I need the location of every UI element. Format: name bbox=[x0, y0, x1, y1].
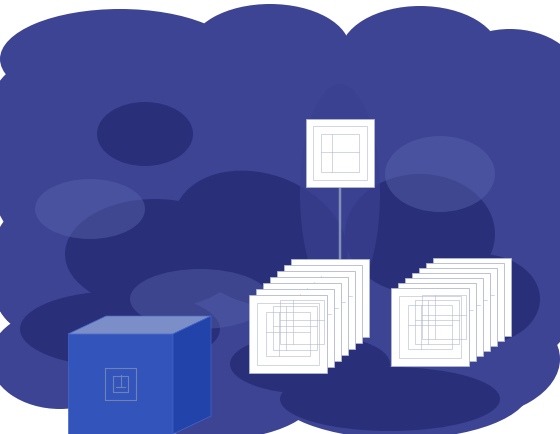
Bar bbox=[406, 291, 468, 353]
Bar bbox=[422, 296, 466, 339]
Bar bbox=[278, 285, 340, 347]
Bar bbox=[441, 266, 503, 329]
Bar bbox=[433, 258, 511, 336]
Bar bbox=[313, 126, 367, 181]
Ellipse shape bbox=[80, 80, 260, 200]
Ellipse shape bbox=[97, 103, 193, 167]
Bar bbox=[419, 268, 497, 346]
Ellipse shape bbox=[172, 171, 347, 308]
Ellipse shape bbox=[190, 5, 350, 95]
Bar bbox=[415, 300, 459, 344]
Ellipse shape bbox=[345, 174, 495, 294]
Ellipse shape bbox=[440, 30, 560, 130]
Bar bbox=[249, 295, 327, 373]
Bar bbox=[405, 278, 483, 356]
Ellipse shape bbox=[300, 85, 380, 304]
Bar bbox=[299, 267, 361, 329]
Bar bbox=[434, 271, 496, 333]
Ellipse shape bbox=[230, 334, 390, 394]
Bar bbox=[391, 288, 469, 366]
Ellipse shape bbox=[420, 210, 560, 369]
Bar bbox=[277, 271, 355, 349]
Ellipse shape bbox=[20, 250, 380, 409]
Bar bbox=[398, 283, 476, 361]
Ellipse shape bbox=[0, 10, 240, 110]
Bar bbox=[266, 312, 310, 356]
Ellipse shape bbox=[0, 309, 130, 409]
Ellipse shape bbox=[20, 291, 220, 367]
Bar bbox=[280, 300, 324, 344]
Bar bbox=[399, 296, 461, 358]
Bar bbox=[306, 120, 374, 187]
Bar bbox=[264, 297, 326, 359]
Ellipse shape bbox=[270, 339, 530, 434]
Ellipse shape bbox=[280, 367, 500, 431]
Ellipse shape bbox=[65, 200, 245, 309]
Ellipse shape bbox=[0, 100, 70, 240]
Bar bbox=[263, 283, 341, 361]
Ellipse shape bbox=[360, 299, 560, 419]
Ellipse shape bbox=[0, 210, 60, 329]
Bar bbox=[284, 265, 362, 343]
Bar bbox=[450, 276, 494, 319]
Ellipse shape bbox=[420, 254, 540, 344]
Ellipse shape bbox=[230, 264, 530, 414]
Bar bbox=[271, 291, 333, 353]
Bar bbox=[420, 281, 482, 343]
Ellipse shape bbox=[340, 7, 500, 103]
Bar bbox=[285, 279, 347, 342]
Bar bbox=[443, 280, 487, 324]
Bar bbox=[292, 273, 354, 335]
Polygon shape bbox=[68, 334, 173, 434]
Bar bbox=[427, 276, 489, 339]
Bar bbox=[256, 289, 334, 367]
Bar bbox=[270, 277, 348, 355]
Bar bbox=[436, 286, 480, 329]
Ellipse shape bbox=[80, 60, 520, 339]
Bar bbox=[321, 135, 359, 173]
Bar bbox=[257, 303, 319, 365]
Ellipse shape bbox=[450, 100, 560, 260]
Ellipse shape bbox=[35, 180, 145, 240]
Bar bbox=[287, 295, 331, 338]
Bar bbox=[412, 273, 490, 351]
Bar bbox=[413, 286, 475, 349]
Ellipse shape bbox=[0, 210, 170, 349]
Ellipse shape bbox=[130, 270, 270, 329]
Ellipse shape bbox=[385, 137, 495, 213]
Ellipse shape bbox=[20, 100, 340, 339]
Polygon shape bbox=[173, 316, 211, 434]
Ellipse shape bbox=[120, 339, 320, 434]
Bar bbox=[408, 306, 452, 349]
Ellipse shape bbox=[0, 55, 130, 164]
Bar bbox=[426, 263, 504, 341]
Ellipse shape bbox=[0, 90, 200, 270]
Bar bbox=[273, 306, 317, 350]
Polygon shape bbox=[68, 316, 211, 334]
Bar bbox=[308, 276, 352, 320]
Bar bbox=[291, 260, 369, 337]
Bar bbox=[301, 283, 345, 326]
Bar bbox=[429, 290, 473, 334]
Bar bbox=[294, 289, 338, 332]
